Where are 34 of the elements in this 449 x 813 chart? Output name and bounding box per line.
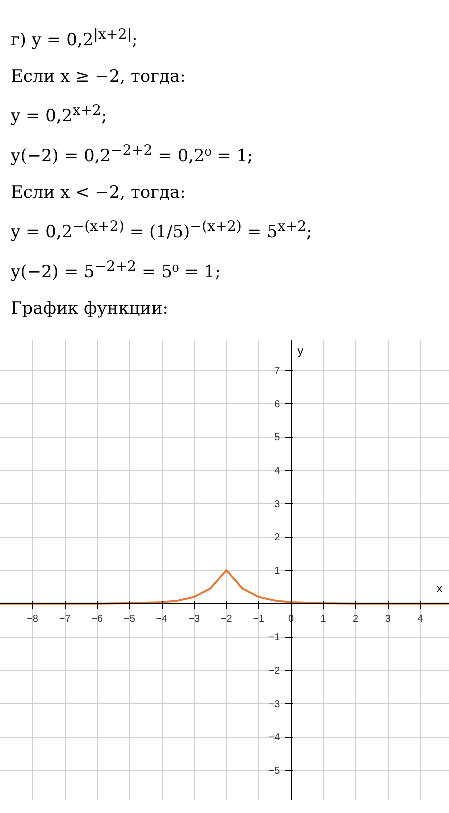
- x-tick-label: 2: [353, 614, 360, 625]
- x-tick-label: −1: [253, 614, 266, 625]
- text: Если x ≥ −2, тогда:: [11, 66, 187, 89]
- y-tick-label: 4: [274, 466, 281, 477]
- x-tick-label: −3: [188, 614, 200, 625]
- x-tick-label: 4: [418, 614, 424, 625]
- text: г) y = 0,2$^{|x+2|}$;: [11, 26, 139, 53]
- y-tick-label: 1: [274, 566, 281, 577]
- x-tick-label: −6: [92, 614, 104, 625]
- text: График функции:: [11, 298, 170, 322]
- y-tick-label: 6: [274, 399, 281, 410]
- text: y = 0,2$^{x+2}$;: [11, 102, 108, 129]
- y-tick-label: −3: [268, 699, 281, 710]
- y-axis-title: y: [298, 344, 304, 358]
- x-tick-label: −8: [27, 614, 39, 625]
- y-tick-label: −4: [268, 732, 281, 744]
- y-tick-label: −5: [268, 766, 281, 777]
- x-tick-label: −5: [124, 614, 136, 625]
- x-tick-label: −2: [220, 614, 233, 625]
- x-tick-label: −4: [156, 614, 168, 625]
- text: Если x < −2, тогда:: [11, 182, 187, 206]
- y-tick-label: −2: [268, 666, 281, 677]
- y-tick-label: 7: [274, 366, 281, 377]
- x-tick-label: −7: [59, 614, 72, 625]
- text: y(−2) = 0,2$^{−2+2}$ = 0,2⁰ = 1;: [11, 142, 254, 169]
- x-tick-label: 3: [385, 614, 392, 625]
- x-tick-label: 1: [320, 614, 327, 625]
- y-tick-label: −1: [268, 632, 281, 644]
- y-tick-label: 5: [274, 432, 281, 444]
- y-tick-label: 2: [274, 532, 281, 544]
- y-tick-label: 3: [274, 499, 281, 510]
- x-axis-title: x: [436, 582, 443, 596]
- text: y = 0,2$^{−(x+2)}$ = (1/5)$^{−(x+2)}$ = 5$^{x+2}$;: [11, 218, 312, 246]
- text: y(−2) = 5$^{−2+2}$ = 5⁰ = 1;: [11, 258, 222, 285]
